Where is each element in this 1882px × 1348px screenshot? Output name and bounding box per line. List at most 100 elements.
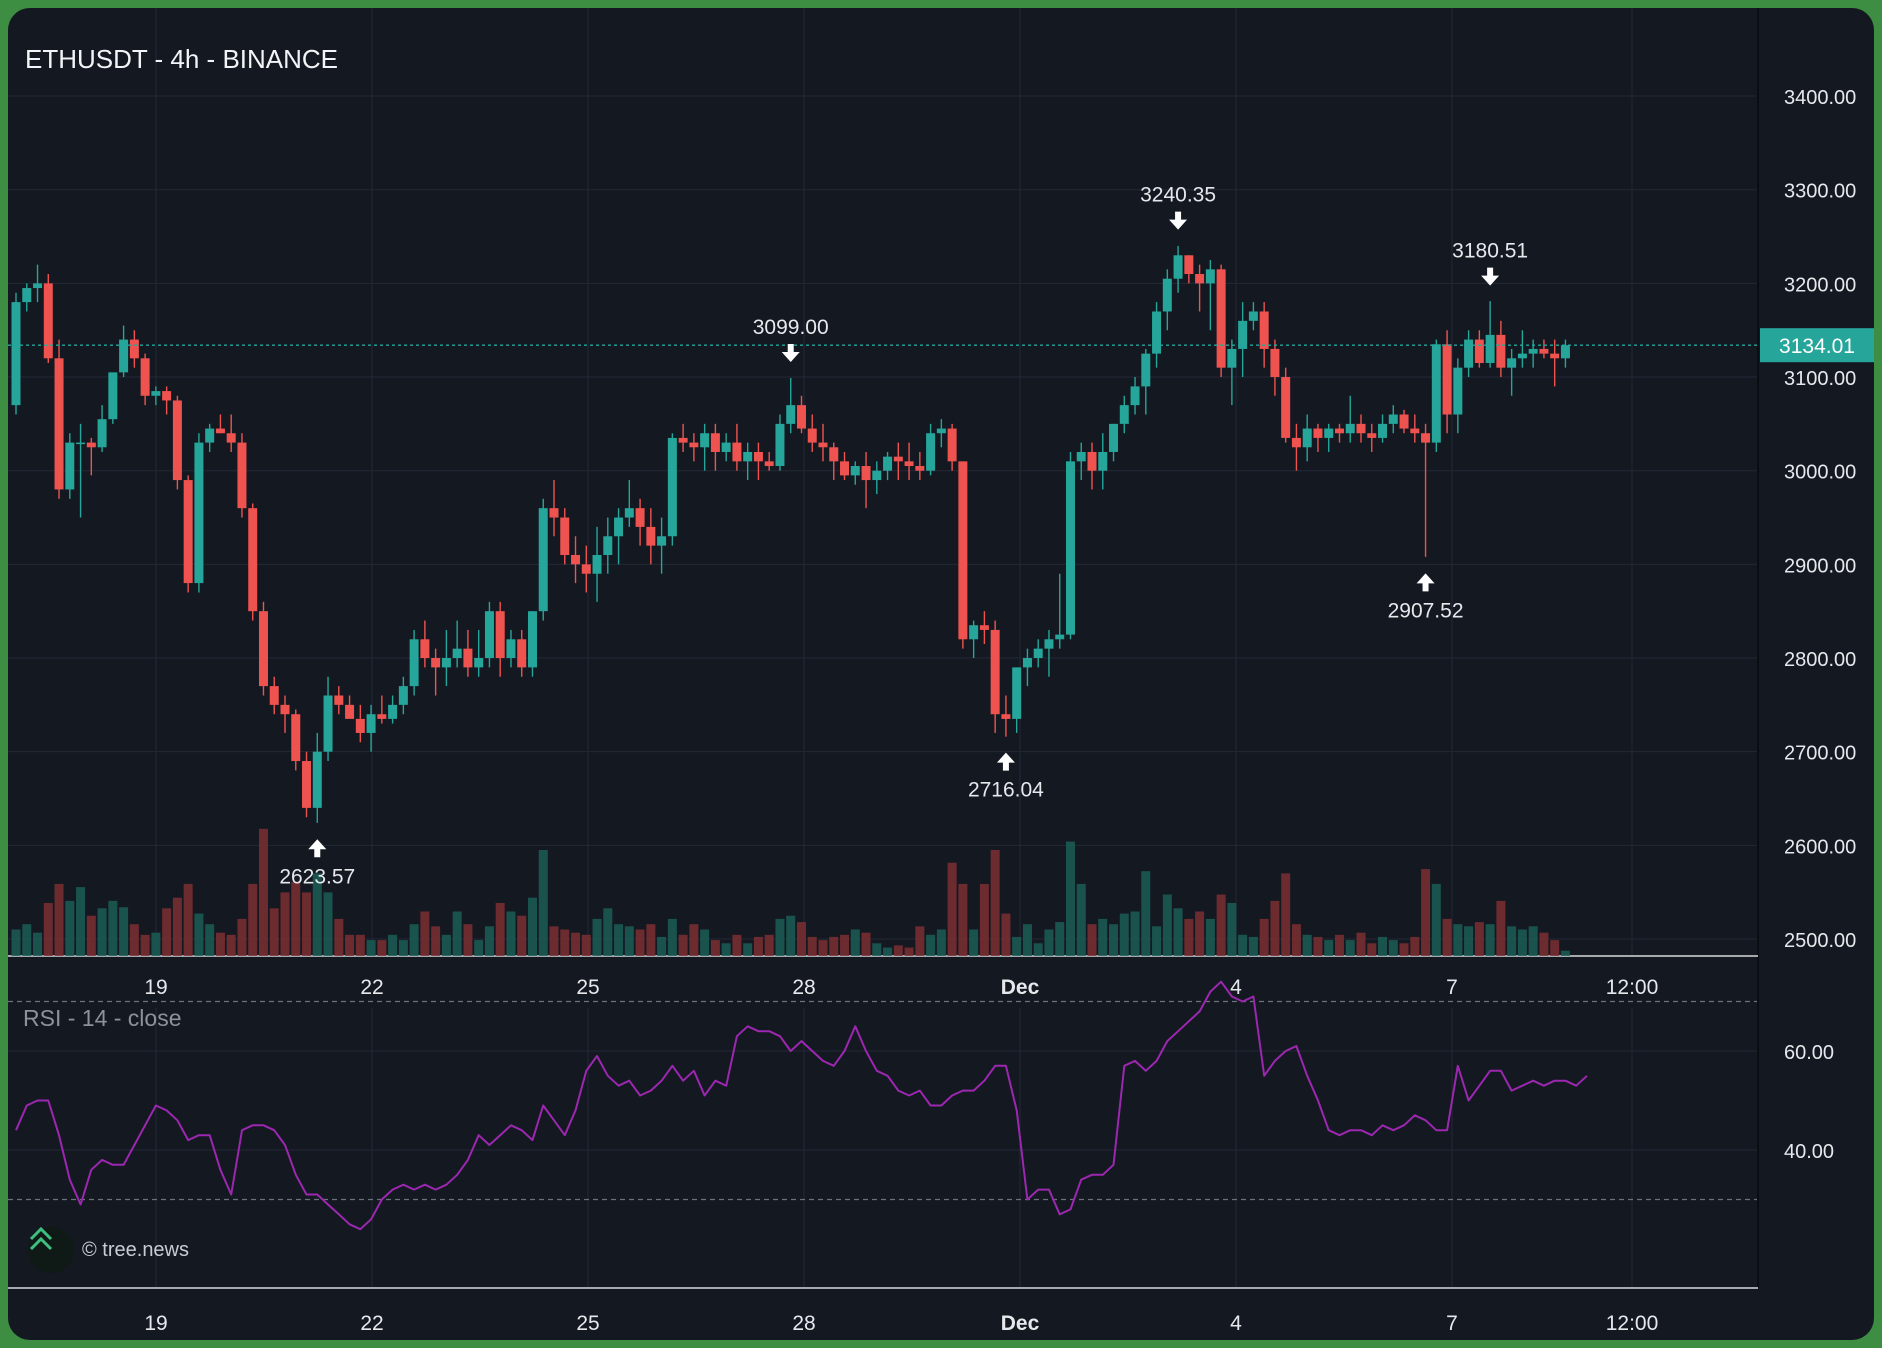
candle[interactable] bbox=[334, 695, 344, 705]
candle[interactable] bbox=[689, 442, 699, 448]
candle[interactable] bbox=[237, 442, 247, 509]
candle[interactable] bbox=[603, 536, 613, 555]
candle[interactable] bbox=[226, 433, 236, 443]
candle[interactable] bbox=[753, 451, 763, 462]
candle[interactable] bbox=[22, 288, 32, 303]
candle[interactable] bbox=[452, 648, 462, 659]
candle[interactable] bbox=[323, 695, 333, 752]
candle[interactable] bbox=[861, 466, 871, 481]
candle[interactable] bbox=[646, 526, 656, 546]
candle[interactable] bbox=[43, 283, 53, 359]
candle[interactable] bbox=[657, 536, 667, 546]
candle[interactable] bbox=[743, 451, 753, 462]
candle[interactable] bbox=[1109, 423, 1119, 452]
candle[interactable] bbox=[1453, 367, 1463, 415]
candle[interactable] bbox=[119, 339, 129, 373]
candle[interactable] bbox=[1485, 334, 1495, 363]
candle[interactable] bbox=[495, 611, 505, 659]
candle[interactable] bbox=[958, 461, 968, 640]
candle[interactable] bbox=[710, 433, 720, 452]
candle[interactable] bbox=[1560, 345, 1570, 359]
candle[interactable] bbox=[624, 508, 634, 518]
candle[interactable] bbox=[1334, 428, 1344, 434]
candle[interactable] bbox=[1421, 433, 1431, 443]
candle[interactable] bbox=[1012, 667, 1022, 719]
candle[interactable] bbox=[269, 686, 279, 705]
candle[interactable] bbox=[1227, 348, 1237, 368]
candle[interactable] bbox=[700, 433, 710, 448]
candle[interactable] bbox=[1324, 428, 1334, 438]
candle[interactable] bbox=[581, 564, 591, 574]
candle[interactable] bbox=[484, 611, 494, 659]
candle[interactable] bbox=[969, 625, 979, 640]
candle[interactable] bbox=[1464, 339, 1474, 368]
candle[interactable] bbox=[807, 428, 817, 443]
candle[interactable] bbox=[1022, 658, 1032, 668]
candle[interactable] bbox=[1367, 433, 1377, 438]
candle[interactable] bbox=[1517, 353, 1527, 359]
candle[interactable] bbox=[1507, 358, 1517, 368]
candle[interactable] bbox=[11, 302, 21, 406]
candle[interactable] bbox=[1291, 437, 1301, 448]
candle[interactable] bbox=[850, 466, 860, 476]
candle[interactable] bbox=[527, 611, 537, 668]
candle[interactable] bbox=[474, 658, 484, 668]
candle[interactable] bbox=[1356, 423, 1366, 434]
candle[interactable] bbox=[721, 442, 731, 452]
candle[interactable] bbox=[108, 372, 118, 420]
candle[interactable] bbox=[65, 442, 75, 490]
candle[interactable] bbox=[1345, 423, 1355, 434]
candle[interactable] bbox=[398, 686, 408, 705]
candle[interactable] bbox=[538, 508, 548, 612]
candle[interactable] bbox=[926, 433, 936, 471]
candle[interactable] bbox=[1410, 428, 1420, 434]
candle[interactable] bbox=[1388, 414, 1398, 424]
candle[interactable] bbox=[1205, 269, 1215, 284]
candle[interactable] bbox=[614, 517, 624, 537]
candle[interactable] bbox=[151, 391, 161, 396]
candle[interactable] bbox=[1238, 320, 1248, 349]
candle[interactable] bbox=[140, 358, 150, 396]
candle[interactable] bbox=[431, 658, 441, 668]
candle[interactable] bbox=[635, 508, 645, 527]
candle[interactable] bbox=[1033, 648, 1043, 659]
candle[interactable] bbox=[678, 437, 688, 443]
candle[interactable] bbox=[86, 442, 96, 448]
candle[interactable] bbox=[904, 461, 914, 467]
candle[interactable] bbox=[571, 554, 581, 565]
candle[interactable] bbox=[1281, 377, 1291, 438]
candle[interactable] bbox=[1259, 311, 1269, 349]
candle[interactable] bbox=[1173, 255, 1183, 279]
candle[interactable] bbox=[291, 714, 301, 762]
candle[interactable] bbox=[796, 405, 806, 429]
candle[interactable] bbox=[1302, 428, 1312, 448]
candle[interactable] bbox=[883, 456, 893, 471]
candle[interactable] bbox=[355, 718, 365, 733]
candle[interactable] bbox=[76, 442, 86, 445]
candle[interactable] bbox=[162, 391, 172, 401]
candle[interactable] bbox=[1184, 255, 1194, 275]
candle[interactable] bbox=[979, 625, 989, 630]
candle[interactable] bbox=[388, 704, 398, 719]
candle[interactable] bbox=[345, 704, 355, 719]
candle[interactable] bbox=[194, 442, 204, 584]
candle[interactable] bbox=[172, 400, 182, 481]
candle[interactable] bbox=[1055, 634, 1065, 640]
candle[interactable] bbox=[97, 419, 107, 448]
candle[interactable] bbox=[549, 508, 559, 518]
candle[interactable] bbox=[1378, 423, 1388, 438]
candle[interactable] bbox=[840, 461, 850, 476]
candle[interactable] bbox=[1098, 451, 1108, 471]
candle[interactable] bbox=[1270, 348, 1280, 378]
candle[interactable] bbox=[592, 554, 602, 574]
candle[interactable] bbox=[1195, 274, 1205, 284]
candle[interactable] bbox=[377, 714, 387, 719]
candle[interactable] bbox=[775, 423, 785, 467]
candle[interactable] bbox=[1528, 348, 1538, 354]
candle[interactable] bbox=[1044, 639, 1054, 649]
candle[interactable] bbox=[1248, 311, 1258, 321]
candle[interactable] bbox=[280, 704, 290, 715]
price-chart[interactable]: 3134.01 2500.00 2600.00 2700.00 2800.00 2900.… bbox=[8, 8, 1874, 1340]
candle[interactable] bbox=[667, 437, 677, 537]
candle[interactable] bbox=[764, 461, 774, 467]
